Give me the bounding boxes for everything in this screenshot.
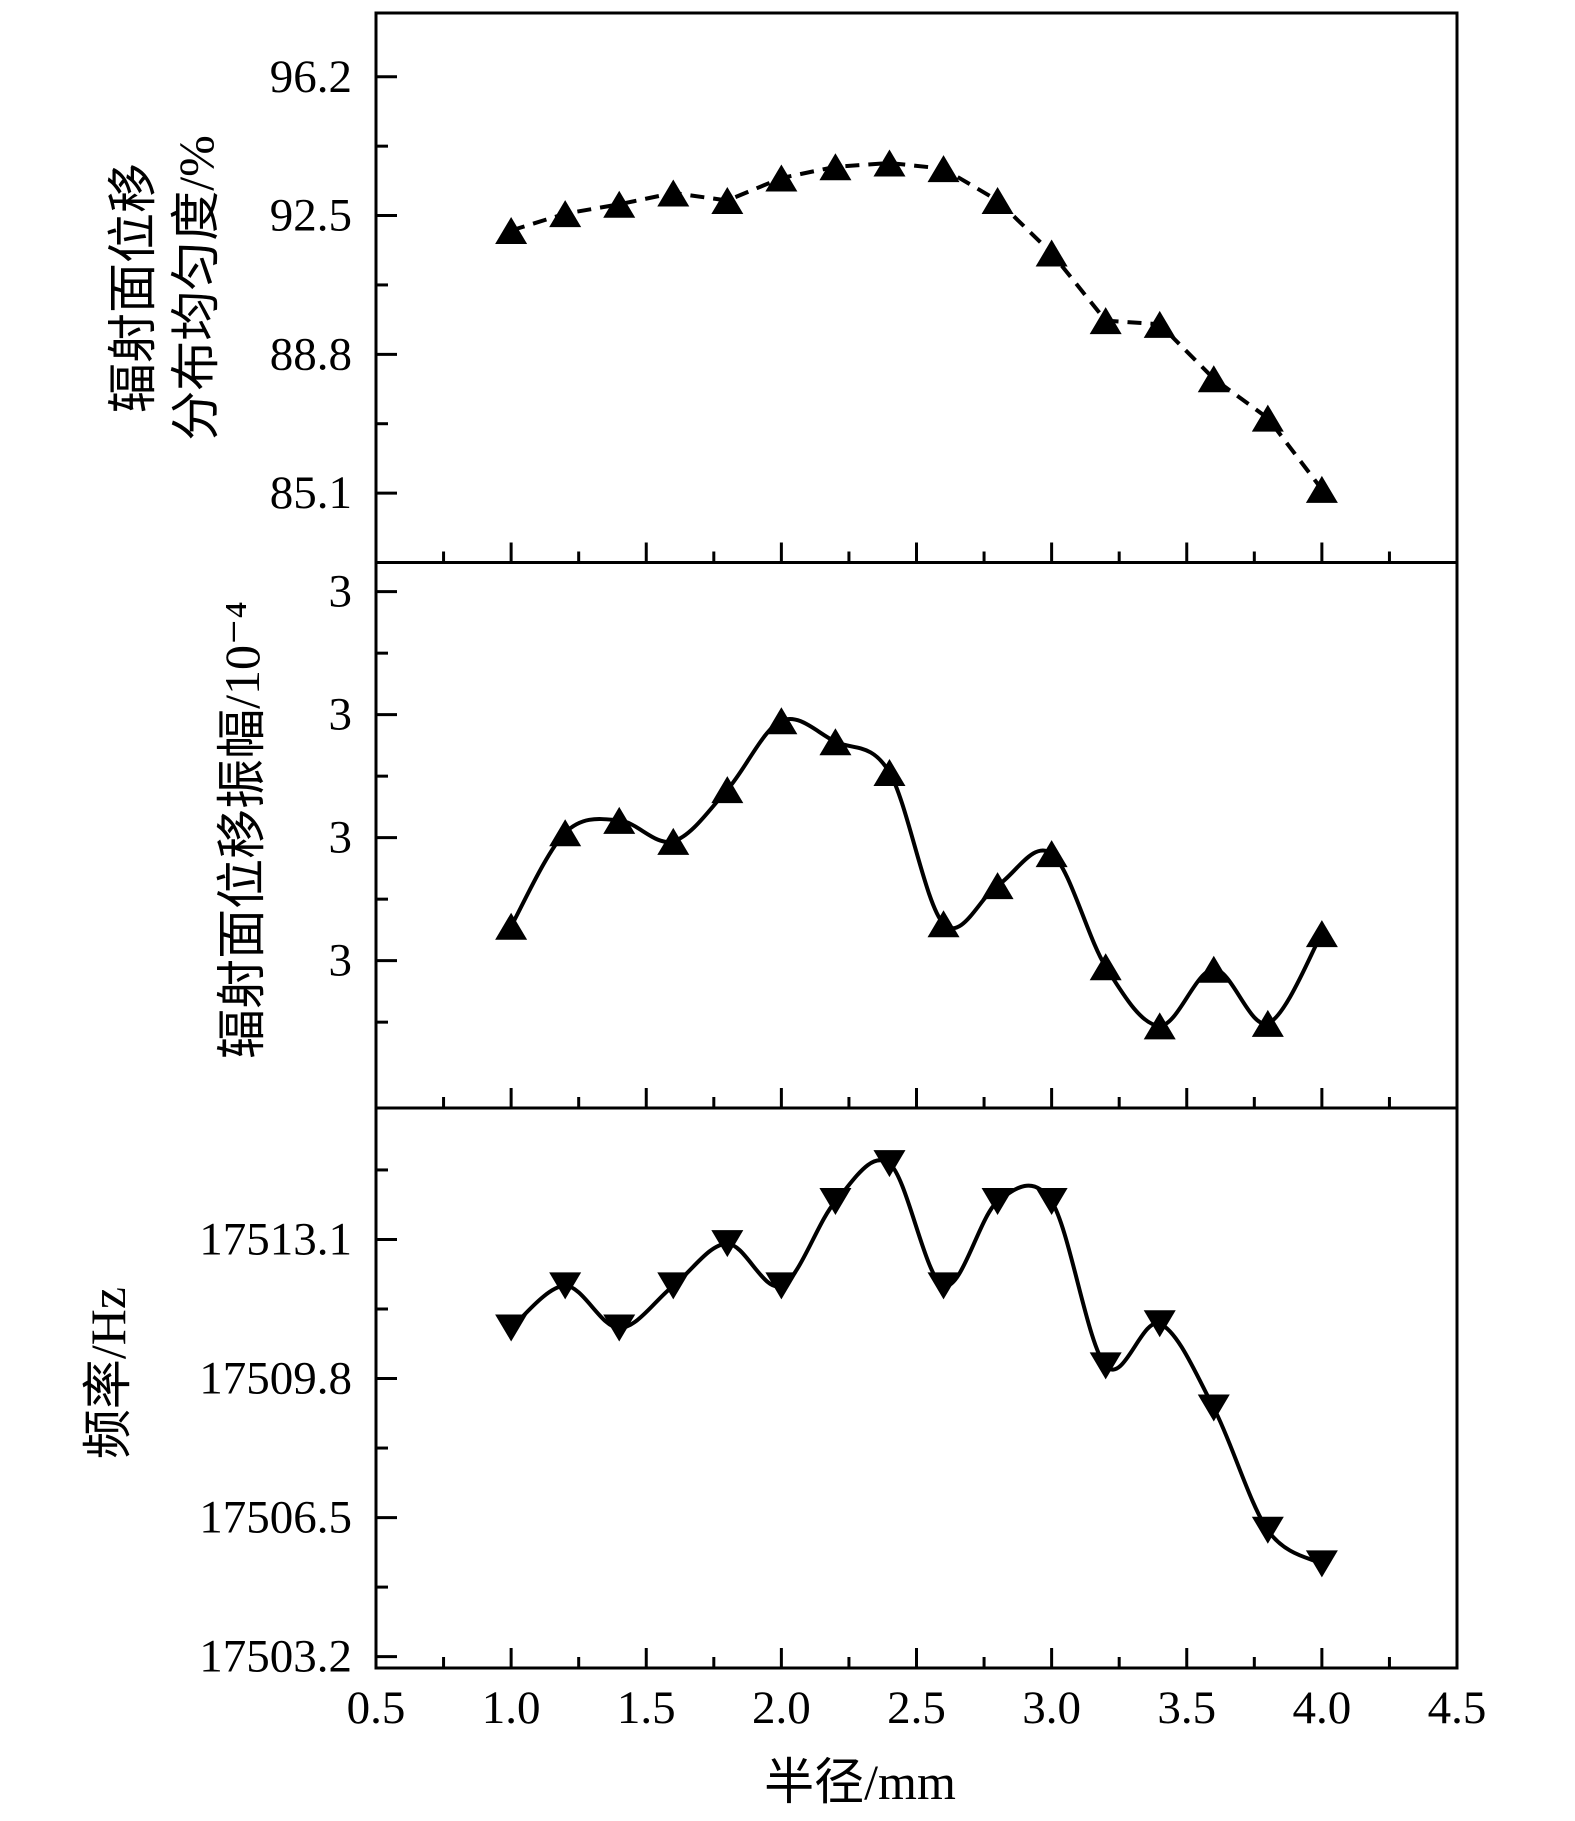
data-marker-radiation-surface-displacement-uniformity	[657, 179, 690, 207]
data-marker-frequency	[1305, 1550, 1338, 1578]
data-marker-radiation-surface-displacement-amplitude	[711, 776, 744, 804]
data-marker-radiation-surface-displacement-amplitude	[1143, 1012, 1176, 1040]
y-tick-label: 92.5	[270, 190, 352, 242]
y-axis-title-top-line1: 辐射面位移	[105, 163, 161, 413]
series-line-radiation-surface-displacement-amplitude	[509, 717, 1324, 1028]
data-marker-frequency	[927, 1272, 960, 1300]
panel-border-top	[374, 11, 1459, 564]
data-marker-frequency	[981, 1188, 1014, 1216]
panel-border-bottom	[374, 1106, 1459, 1670]
data-marker-radiation-surface-displacement-amplitude	[1035, 840, 1068, 868]
x-tick-label: 4.0	[1293, 1682, 1352, 1734]
data-marker-frequency	[657, 1272, 690, 1300]
data-marker-frequency	[1143, 1310, 1176, 1338]
y-tick-label: 3	[329, 935, 353, 987]
data-marker-frequency	[819, 1188, 852, 1216]
data-marker-radiation-surface-displacement-uniformity	[981, 187, 1014, 215]
x-tick-label: 1.0	[482, 1682, 541, 1734]
data-marker-radiation-surface-displacement-uniformity	[549, 200, 582, 228]
data-marker-radiation-surface-displacement-uniformity	[1305, 475, 1338, 503]
data-marker-frequency	[549, 1272, 582, 1300]
data-marker-radiation-surface-displacement-uniformity	[1197, 365, 1230, 393]
data-marker-radiation-surface-displacement-uniformity	[1089, 307, 1122, 335]
data-marker-radiation-surface-displacement-uniformity	[765, 164, 798, 192]
data-marker-radiation-surface-displacement-amplitude	[657, 827, 690, 855]
panels-group: 96.2 92.5 88.8 85.1 3 3 3 3 17513.1 17509.8 17506.…	[199, 11, 1487, 1734]
x-tick-label: 2.0	[752, 1682, 811, 1734]
data-marker-radiation-surface-displacement-amplitude	[603, 806, 636, 834]
y-tick-label: 3	[329, 689, 353, 741]
y-tick-label: 17503.2	[199, 1631, 352, 1683]
y-tick-label: 17506.5	[199, 1492, 352, 1544]
x-tick-label: 4.5	[1428, 1682, 1487, 1734]
data-marker-frequency	[1197, 1394, 1230, 1422]
y-tick-label: 17509.8	[199, 1353, 352, 1405]
data-marker-frequency	[765, 1272, 798, 1300]
series-line-radiation-surface-displacement-uniformity	[510, 160, 1324, 491]
y-tick-label: 17513.1	[199, 1213, 352, 1265]
y-tick-label: 3	[329, 812, 353, 864]
data-marker-radiation-surface-displacement-amplitude	[1251, 1009, 1284, 1037]
y-tick-label: 85.1	[270, 467, 352, 519]
data-marker-frequency	[1251, 1516, 1284, 1544]
data-marker-radiation-surface-displacement-amplitude	[1197, 955, 1230, 983]
data-marker-radiation-surface-displacement-uniformity	[711, 187, 744, 215]
data-marker-radiation-surface-displacement-uniformity	[1035, 239, 1068, 267]
y-axis-title-middle: 辐射面位移振幅/10⁻⁴	[214, 601, 270, 1059]
x-tick-label: 3.0	[1022, 1682, 1081, 1734]
data-marker-frequency	[603, 1314, 636, 1342]
data-marker-radiation-surface-displacement-uniformity	[603, 190, 636, 218]
data-marker-radiation-surface-displacement-uniformity	[873, 149, 906, 177]
x-tick-label: 1.5	[617, 1682, 676, 1734]
series-line-frequency	[509, 1158, 1323, 1566]
data-marker-radiation-surface-displacement-amplitude	[1305, 920, 1338, 948]
data-marker-radiation-surface-displacement-amplitude	[819, 728, 852, 756]
x-axis-title: 半径/mm	[764, 1754, 956, 1810]
data-marker-radiation-surface-displacement-amplitude	[765, 707, 798, 735]
data-marker-radiation-surface-displacement-amplitude	[873, 758, 906, 786]
y-tick-label: 96.2	[270, 51, 352, 103]
data-marker-radiation-surface-displacement-uniformity	[927, 155, 960, 183]
y-axis-title-top-line2: 分布均匀度/%	[168, 135, 224, 441]
data-marker-radiation-surface-displacement-uniformity	[1143, 310, 1176, 338]
data-marker-radiation-surface-displacement-uniformity	[819, 153, 852, 181]
data-marker-radiation-surface-displacement-amplitude	[1089, 953, 1122, 981]
data-marker-radiation-surface-displacement-amplitude	[981, 872, 1014, 900]
data-marker-radiation-surface-displacement-amplitude	[549, 819, 582, 847]
data-marker-radiation-surface-displacement-amplitude	[495, 912, 528, 940]
data-marker-frequency	[495, 1314, 528, 1342]
x-tick-label: 3.5	[1157, 1682, 1216, 1734]
x-tick-label: 0.5	[347, 1682, 406, 1734]
data-marker-frequency	[1035, 1188, 1068, 1216]
data-marker-frequency	[1089, 1352, 1122, 1380]
y-tick-label: 3	[329, 566, 353, 618]
panel-border-middle	[374, 561, 1459, 1110]
data-marker-radiation-surface-displacement-uniformity	[1251, 404, 1284, 432]
data-marker-radiation-surface-displacement-uniformity	[495, 217, 528, 245]
data-marker-radiation-surface-displacement-amplitude	[927, 910, 960, 938]
y-tick-label: 88.8	[270, 328, 352, 380]
y-axis-title-bottom: 频率/Hz	[80, 1287, 136, 1459]
x-tick-label: 2.5	[887, 1682, 946, 1734]
data-marker-frequency	[873, 1150, 906, 1178]
data-marker-frequency	[711, 1230, 744, 1258]
